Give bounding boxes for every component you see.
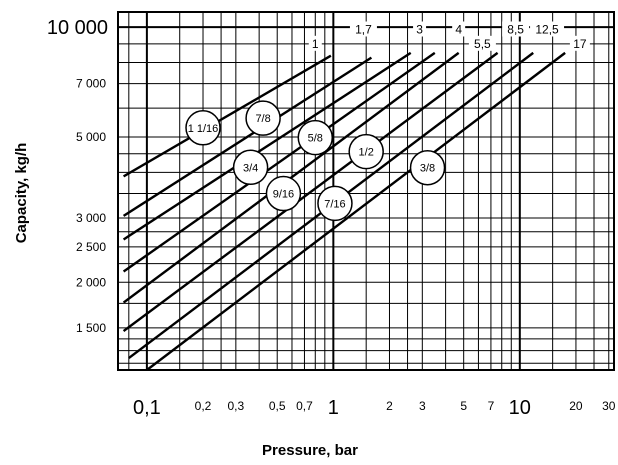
line-labels: 1 1,7 3 4 5,5 8,5 12,5 17 [308,21,590,51]
series-line-8-5 [122,51,499,333]
chart-frame [117,11,615,371]
line-label: 5,5 [474,37,491,51]
chart-grid [118,12,614,370]
size-marker-circle [409,149,446,186]
line-label-bg [452,21,466,37]
line-label: 1 [312,37,319,51]
size-marker-circle [297,119,334,156]
plot-frame [117,11,615,371]
x-axis-ticks: 0,1 0,2 0,3 0,5 0,7 1 2 3 5 7 10 20 30 [133,397,616,419]
x-tick-label: 0,1 [133,397,161,419]
y-tick-label: 10 000 [47,17,108,39]
series-line-4 [122,51,436,273]
line-label-bg [349,21,377,37]
x-tick-label: 1 [328,397,339,419]
x-tick-label: 0,7 [296,399,313,413]
size-marker-circle [185,110,221,146]
x-tick-label: 0,5 [269,399,286,413]
line-label-bg [569,35,590,51]
series-line-17 [146,51,566,371]
size-marker-label: 5/8 [308,133,323,145]
y-tick-label: 2 000 [76,275,106,289]
size-marker-circle [348,133,384,170]
line-label: 3 [416,23,423,37]
y-tick-label: 1 500 [76,321,106,335]
y-tick-label: 7 000 [76,77,106,91]
size-marker-label: 3/4 [243,162,258,174]
series-line-1-7 [122,56,373,217]
line-label: 1,7 [355,23,372,37]
line-label: 12,5 [535,23,559,37]
y-tick-label: 3 000 [76,211,106,225]
size-marker-label: 7/16 [324,198,345,210]
size-marker-label: 3/8 [420,163,435,175]
y-axis-ticks: 1 500 2 000 2 500 3 000 5 000 7 000 10 000 [47,17,108,335]
x-tick-label: 10 [509,397,531,419]
size-marker-circle [265,175,302,212]
size-marker-circle [232,149,269,186]
x-tick-label: 5 [460,399,467,413]
line-label-bg [530,21,565,37]
x-tick-label: 7 [488,399,495,413]
line-label: 17 [573,37,587,51]
x-tick-label: 0,3 [228,399,245,413]
series-line-3 [122,51,412,241]
line-label-bg [413,21,427,37]
x-tick-label: 30 [602,399,616,413]
size-marker-label: 1/2 [359,147,374,159]
size-marker-circle [245,100,281,136]
size-markers: 1 1/16 7/8 3/4 5/8 9/16 1/2 7/16 3/8 [185,100,446,222]
x-tick-label: 2 [386,399,393,413]
x-tick-label: 20 [569,399,583,413]
line-label-bg [468,35,496,51]
line-label-bg [308,35,322,51]
x-tick-label: 3 [419,399,426,413]
size-marker-label: 9/16 [273,189,294,201]
series-line-1 [122,54,332,178]
line-label: 8,5 [507,23,524,37]
size-marker-label: 1 1/16 [188,123,219,135]
x-axis-label: Pressure, bar [262,442,358,459]
y-axis-label: Capacity, kg/h [13,143,30,244]
x-tick-label: 0,2 [195,399,212,413]
y-tick-label: 2 500 [76,240,106,254]
line-label: 4 [455,23,462,37]
y-tick-label: 5 000 [76,130,106,144]
line-label-bg [502,21,530,37]
size-marker-label: 7/8 [255,113,270,125]
size-marker-circle [317,185,353,222]
